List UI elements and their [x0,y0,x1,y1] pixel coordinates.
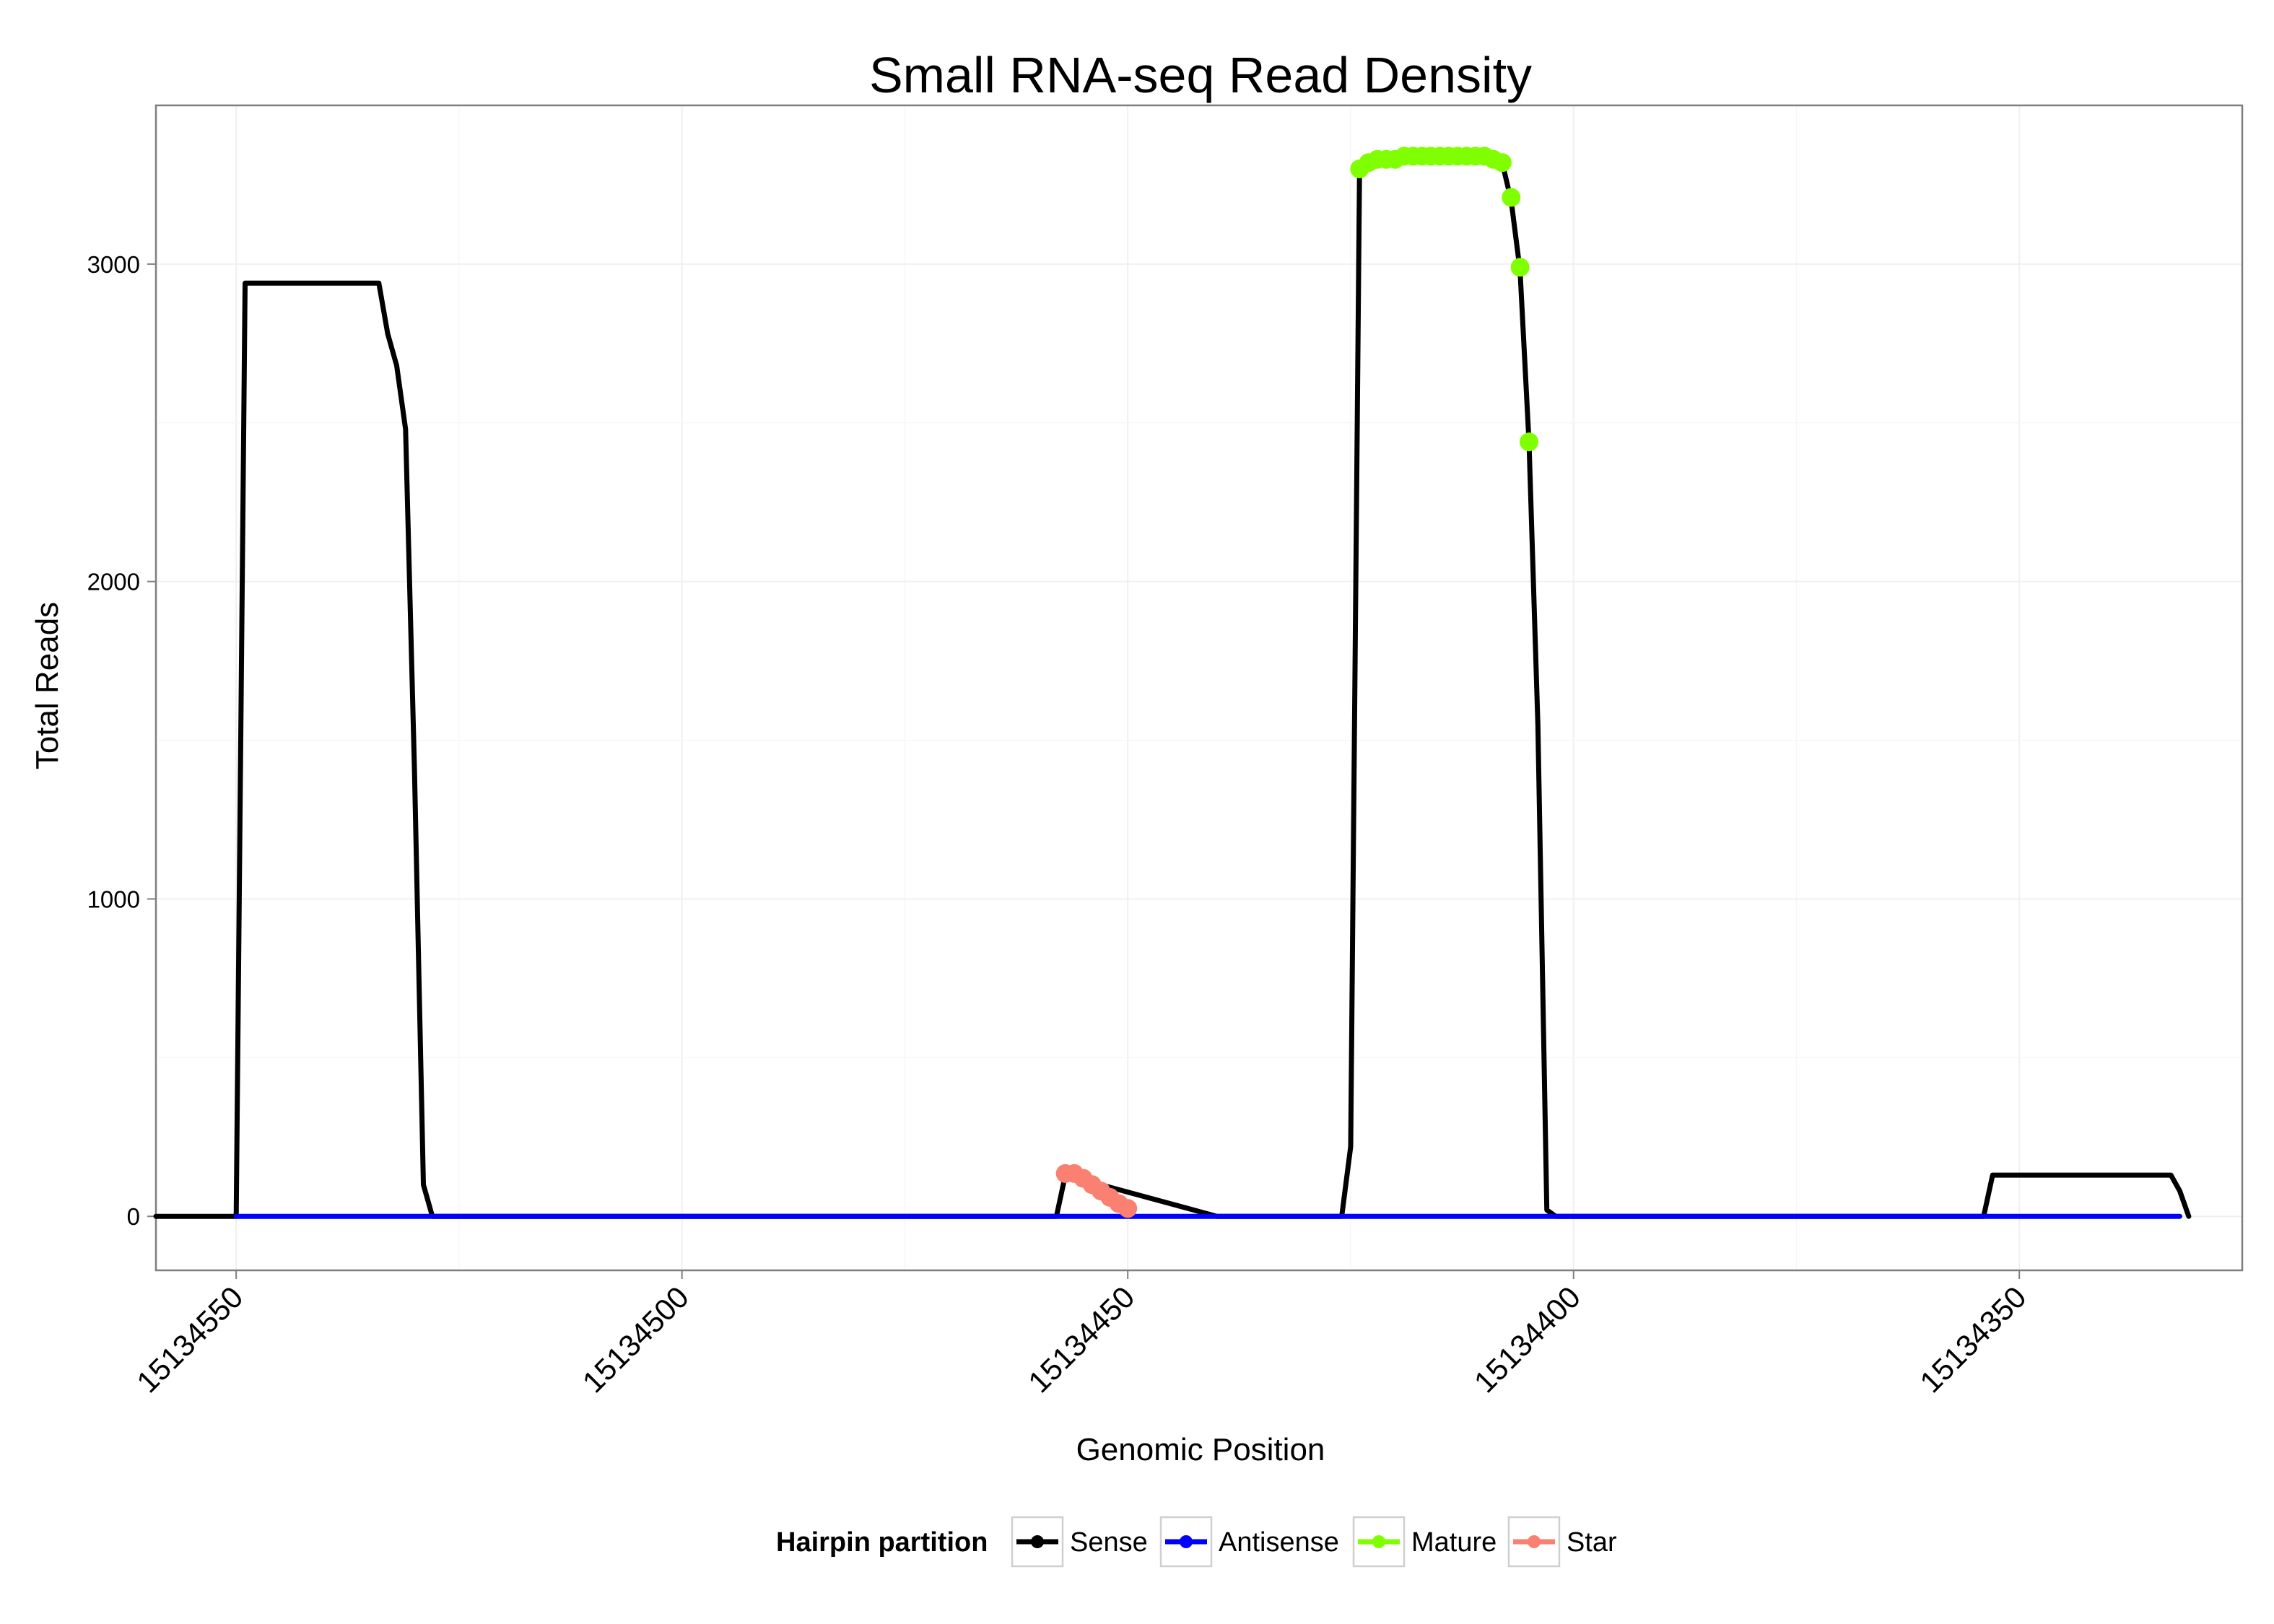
data-point-mature [1502,188,1521,207]
x-axis-title: Genomic Position [1076,1432,1325,1467]
data-point-star [1118,1199,1138,1218]
chart-title: Small RNA-seq Read Density [869,47,1532,103]
data-point-mature [1510,258,1530,277]
legend-label-antisense: Antisense [1219,1527,1339,1558]
legend-point-star [1528,1535,1541,1548]
series [153,147,2192,1219]
legend-point-antisense [1180,1535,1193,1548]
legend-label-star: Star [1567,1527,1617,1558]
data-point-mature [1520,432,1538,452]
y-tick-label: 1000 [87,886,140,912]
legend-point-mature [1372,1535,1385,1548]
legend-label-mature: Mature [1411,1527,1497,1558]
data-point-mature [1492,153,1512,173]
legend-title: Hairpin partition [776,1527,988,1558]
plot-panel [154,104,2244,1272]
y-tick-label: 2000 [87,569,140,595]
legend-point-sense [1031,1535,1044,1548]
y-axis-title: Total Reads [30,602,65,769]
y-tick-label: 0 [127,1203,140,1230]
legend: Hairpin partition Sense Antisense Mature Sta… [776,1516,1617,1568]
y-tick-label: 3000 [87,251,140,278]
legend-label-sense: Sense [1070,1527,1148,1558]
